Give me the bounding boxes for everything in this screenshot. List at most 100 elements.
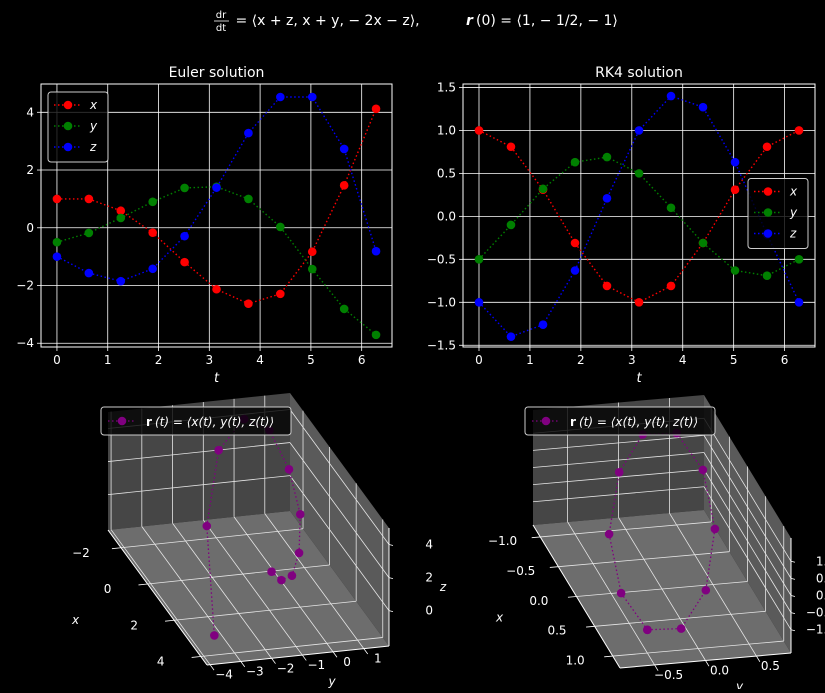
trajectory-point (676, 624, 686, 633)
point-x (794, 126, 804, 135)
trajectory-point (287, 571, 297, 580)
trajectory-line (608, 432, 716, 631)
z-gridline (532, 434, 705, 451)
y-tick-label: 1.5 (437, 80, 456, 94)
point-y (52, 237, 62, 247)
point-z (371, 246, 381, 256)
point-x (474, 126, 484, 135)
x-tick-label: 3 (205, 353, 213, 367)
point-y (762, 271, 772, 280)
point-y (570, 157, 580, 167)
z-tick (388, 544, 394, 546)
z-tick (790, 629, 796, 632)
x-tick-label: 0 (475, 353, 483, 367)
plot-frame (462, 83, 816, 348)
z-gridline (289, 442, 390, 578)
title-r: r (466, 13, 474, 29)
point-z (474, 298, 484, 307)
trajectory-point (210, 631, 219, 640)
y-tick (240, 661, 246, 668)
point-y (371, 330, 381, 340)
point-y (474, 255, 484, 264)
point-x (371, 104, 381, 114)
point-y (698, 238, 708, 248)
y-tick (654, 664, 659, 671)
point-x (307, 247, 317, 257)
x-tick-label: 0 (104, 582, 112, 596)
point-z (698, 102, 708, 112)
point-y (730, 266, 740, 275)
trajectory-point (701, 585, 711, 595)
x-axis-label: x (71, 613, 80, 627)
trajectory-point (214, 445, 223, 455)
legend-box (47, 91, 109, 163)
trajectory-point (295, 509, 305, 519)
point-x (244, 299, 253, 308)
x-gridline (147, 564, 330, 585)
legend-marker-y (63, 121, 73, 131)
point-y (148, 197, 157, 207)
legend-box (524, 406, 716, 436)
legend-marker (541, 416, 551, 426)
point-z (307, 92, 317, 102)
z-gridline (532, 486, 705, 503)
y-tick (209, 664, 215, 671)
y-axis-label: y (327, 675, 336, 689)
point-x (570, 238, 580, 248)
point-x (602, 281, 612, 291)
point-z (730, 157, 740, 167)
point-x (84, 194, 94, 204)
x-gridline (200, 637, 383, 657)
point-x (506, 142, 516, 152)
legend-marker (117, 416, 127, 426)
title-frac-num: dr (216, 10, 227, 21)
point-y (84, 228, 94, 238)
x-tick-label: −0.5 (506, 564, 535, 578)
y-tick-label: −2 (16, 279, 34, 293)
y-gridline (567, 521, 655, 666)
z-tick-label: 4 (425, 538, 433, 552)
y-tick-label: 0 (343, 655, 351, 669)
x-tick-label: 5 (307, 353, 315, 367)
y-tick-label: 0.5 (761, 659, 780, 673)
y-tick (363, 648, 369, 655)
x-tick-label: 3 (628, 353, 636, 367)
y-tick-label: −4 (215, 668, 233, 682)
z-tick-label: 0.5 (816, 571, 825, 585)
euler-chart: 0 1 2 3 4 5 6 −4 −2 0 2 4 Euler solution t xyz (16, 65, 393, 386)
point-z (506, 332, 516, 341)
y-tick-label: −0.5 (427, 252, 456, 266)
legend-marker-x (763, 187, 773, 196)
point-y (180, 183, 189, 193)
point-x (212, 284, 221, 294)
point-y (794, 255, 804, 264)
point-x (339, 181, 349, 190)
title-eq2: (0) = ⟨1, − 1/2, − 1⟩ (476, 13, 618, 29)
legend: xyz (47, 91, 109, 163)
plot-frame (40, 83, 393, 348)
legend: r (t) = ⟨x(t), y(t), z(t)⟩ (100, 406, 292, 436)
point-x (634, 298, 644, 307)
x-tick-label: 1 (104, 353, 112, 367)
z-gridline (532, 469, 705, 486)
y-tick-label: 2 (26, 163, 34, 177)
point-z (148, 264, 157, 274)
y-gridline (264, 513, 365, 649)
z-axis-label: z (439, 580, 447, 594)
rk4-3d-chart: −1.0 −0.5 0.0 0.5 1.0 −0.5 0.0 0.5 −1.0 −0.5 0.0 0.… (488, 395, 825, 693)
legend-label-rest: (t) = ⟨x(t), y(t), z(t)⟩ (579, 415, 698, 429)
point-y (634, 169, 644, 178)
title-frac-den: dt (216, 23, 226, 34)
x-tick-label: 5 (730, 353, 738, 367)
x-tick-label: 1 (526, 353, 534, 367)
point-x (730, 185, 740, 195)
x-axis-label: t (636, 371, 642, 386)
y-tick (271, 658, 276, 664)
x-tick-label: 4 (256, 353, 264, 367)
y-tick-label: 1 (374, 652, 382, 666)
z-gridline (107, 442, 291, 462)
trajectory-point (277, 575, 286, 585)
x-tick-label: −2 (72, 546, 90, 560)
x-axis-label: x (495, 610, 504, 624)
